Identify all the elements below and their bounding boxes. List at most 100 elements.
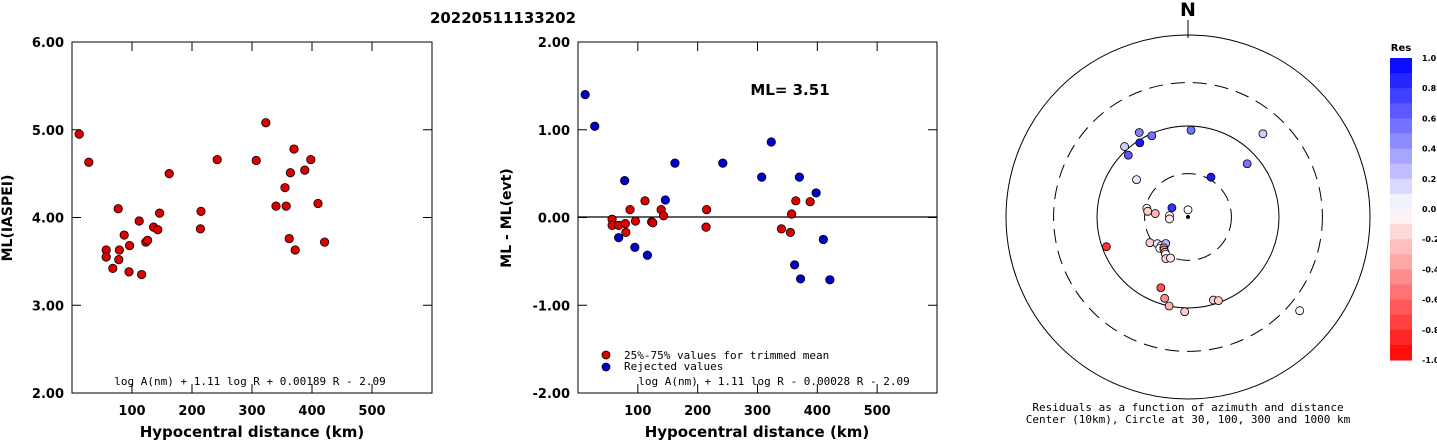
ml-point xyxy=(281,201,291,211)
ml-point xyxy=(134,216,144,226)
station-marker xyxy=(1180,307,1190,317)
residual-point xyxy=(794,172,804,182)
station-marker xyxy=(1164,301,1174,311)
ml-point xyxy=(125,240,135,251)
residual-point xyxy=(670,158,680,168)
residual-point xyxy=(825,275,835,285)
station-marker xyxy=(1134,128,1144,137)
ml-point xyxy=(114,245,125,255)
residual-point xyxy=(658,211,669,221)
residual-point xyxy=(625,205,635,215)
residual-x-tick-label: 500 xyxy=(864,404,891,419)
epicenter-marker xyxy=(1186,215,1190,219)
station-marker xyxy=(1132,175,1141,185)
station-marker xyxy=(1143,206,1153,216)
ml-point xyxy=(155,208,165,218)
residual-point xyxy=(805,197,815,207)
ml-x-tick-label: 100 xyxy=(118,404,145,419)
station-marker xyxy=(1102,242,1111,252)
colorbar-cell xyxy=(1390,178,1412,195)
ml-point xyxy=(195,224,205,234)
ml-y-tick-label: 4.00 xyxy=(32,212,64,227)
residual-y-tick-label: 2.00 xyxy=(538,36,570,51)
residual-y-tick-label: 0.00 xyxy=(538,212,570,227)
ml-point xyxy=(84,157,94,167)
colorbar-cell xyxy=(1390,344,1412,361)
colorbar-cell xyxy=(1390,73,1412,89)
ml-point xyxy=(164,169,174,179)
ring-300km xyxy=(1053,82,1323,352)
residual-formula: log A(nm) + 1.11 log R - 0.00028 R - 2.0… xyxy=(638,375,910,388)
ml-point xyxy=(212,154,222,165)
residual-point xyxy=(701,222,711,232)
station-marker xyxy=(1186,125,1196,135)
ml-y-tick-label: 2.00 xyxy=(32,387,64,402)
residual-point xyxy=(640,196,650,206)
polar-caption-line2: Center (10km), Circle at 30, 100, 300 an… xyxy=(1026,413,1351,426)
station-marker xyxy=(1145,238,1155,248)
colorbar-cell xyxy=(1390,58,1412,74)
station-marker xyxy=(1242,159,1252,169)
residual-point xyxy=(789,260,800,270)
residual-point xyxy=(702,205,712,215)
residual-y-tick-label: -2.00 xyxy=(533,387,570,402)
residual-point xyxy=(766,137,776,147)
legend-marker-rejected xyxy=(601,362,611,372)
ml-x-tick-label: 400 xyxy=(298,404,325,419)
ml-point xyxy=(284,233,294,244)
colorbar-cell xyxy=(1390,329,1412,346)
ml-point xyxy=(261,118,271,128)
station-marker xyxy=(1156,283,1166,293)
colorbar-cell xyxy=(1390,239,1412,255)
ml-points xyxy=(74,118,330,280)
colorbar-title: Res xyxy=(1391,43,1411,54)
station-marker xyxy=(1295,306,1305,316)
station-marker xyxy=(1120,142,1129,151)
residual-point xyxy=(787,209,797,219)
colorbar-cell xyxy=(1390,148,1412,165)
residual-point xyxy=(642,250,653,260)
ml-x-tick-label: 500 xyxy=(358,404,385,419)
ml-plot-frame xyxy=(71,41,433,394)
station-marker xyxy=(1160,293,1170,303)
ml-point xyxy=(251,155,261,166)
ml-x-axis-label: Hypocentral distance (km) xyxy=(140,423,365,441)
residual-point xyxy=(648,218,658,228)
ml-y-tick-label: 3.00 xyxy=(32,299,64,314)
station-marker xyxy=(1147,131,1157,141)
ml-point xyxy=(119,230,129,240)
ml-y-axis-label: ML(IASPEI) xyxy=(0,175,16,262)
residual-ticks: -2.00 -1.00 0.00 1.00 2.00 100 200 300 400 500 xyxy=(533,36,937,419)
residual-point xyxy=(791,196,801,206)
colorbar-tick-label: -0.6 xyxy=(1422,296,1437,305)
residual-point xyxy=(620,176,630,186)
ml-panel: ML(IASPEI) Hypocentral distance (km) log… xyxy=(0,36,433,441)
north-label: N xyxy=(1180,0,1196,21)
ml-point xyxy=(271,201,281,211)
legend-label-rejected: Rejected values xyxy=(624,360,723,373)
ml-point xyxy=(101,252,111,262)
colorbar-cell xyxy=(1390,193,1412,210)
station-marker xyxy=(1214,296,1223,306)
station-markers xyxy=(1102,125,1305,317)
ml-point xyxy=(113,204,123,214)
polar-caption-line1: Residuals as a function of azimuth and d… xyxy=(1032,401,1343,414)
ml-y-tick-label: 5.00 xyxy=(32,124,64,139)
residual-x-tick-label: 200 xyxy=(684,404,711,419)
colorbar-tick-label: 0.4 xyxy=(1422,145,1437,154)
ml-point xyxy=(300,165,310,175)
ml-point xyxy=(124,267,134,277)
colorbar-tick-label: -0.8 xyxy=(1422,326,1437,335)
ml-point xyxy=(196,206,206,216)
colorbar-cell xyxy=(1390,103,1412,119)
residual-point xyxy=(811,188,821,198)
ml-y-tick-label: 6.00 xyxy=(32,36,64,51)
residual-point xyxy=(757,172,767,182)
ml-point xyxy=(108,263,118,273)
colorbar-cell xyxy=(1390,88,1412,104)
colorbar-cell xyxy=(1390,299,1412,316)
residual-point xyxy=(580,90,590,100)
ml-ticks: 2.00 3.00 4.00 5.00 6.00 100 200 300 400 500 xyxy=(32,36,432,419)
colorbar-cell xyxy=(1390,269,1412,285)
